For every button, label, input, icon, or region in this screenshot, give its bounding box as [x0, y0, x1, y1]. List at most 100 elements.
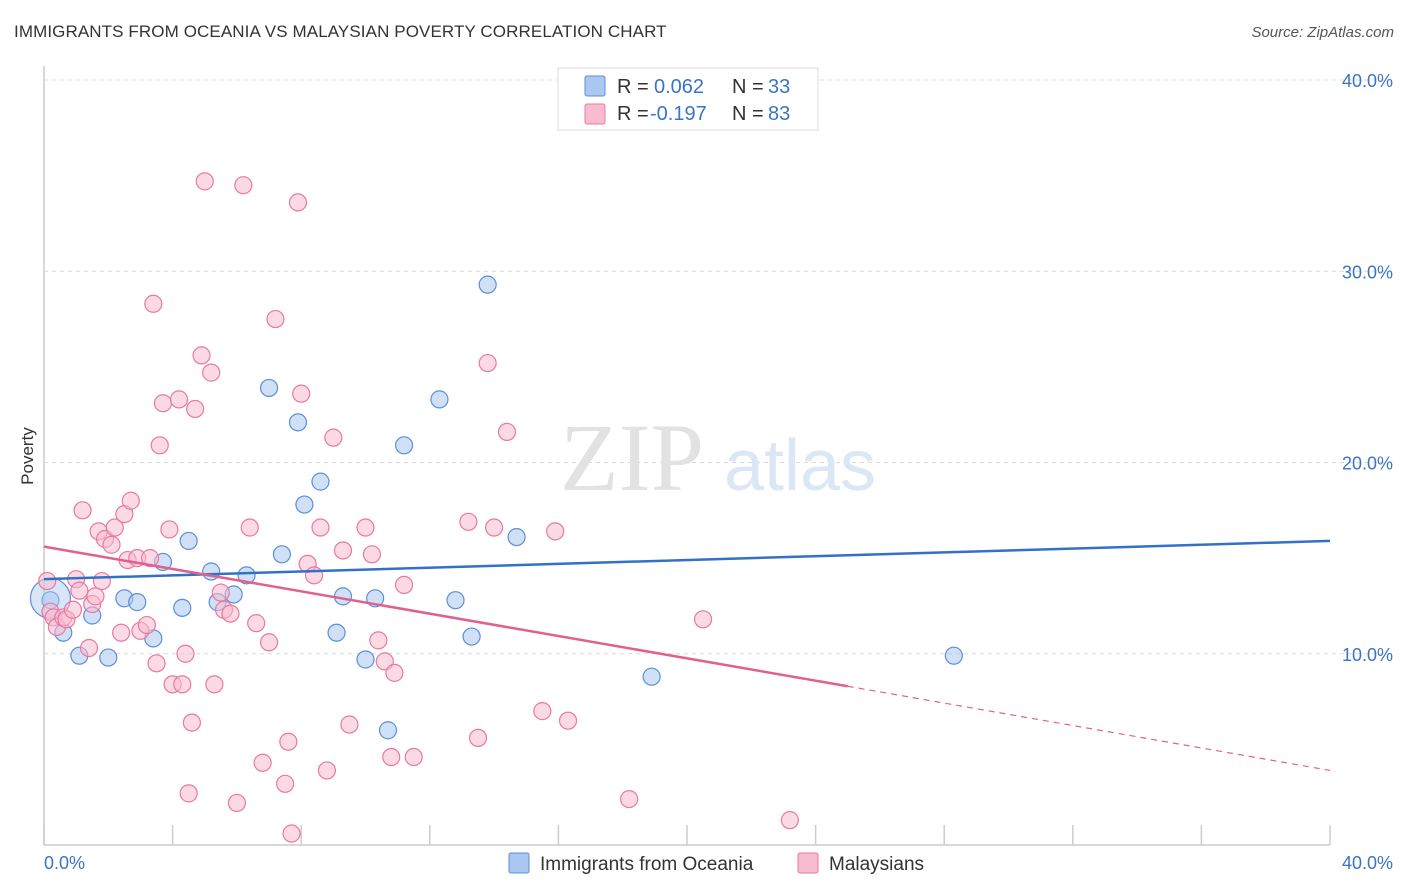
- scatter-point: [385, 663, 404, 682]
- y-tick-label: 40.0%: [1342, 71, 1393, 91]
- scatter-point: [182, 713, 201, 732]
- legend-bottom-label-malaysians: Malaysians: [829, 854, 924, 875]
- scatter-point: [394, 436, 414, 455]
- scatter-point: [179, 784, 198, 803]
- legend-bottom-swatch-malaysians: [797, 852, 819, 874]
- scatter-point: [192, 346, 211, 365]
- legend-series: Immigrants from Oceania Malaysians: [508, 852, 924, 875]
- scatter-point: [237, 566, 256, 585]
- scatter-point: [128, 593, 147, 612]
- scatter-point: [253, 753, 272, 772]
- y-axis-label: Poverty: [18, 427, 37, 485]
- y-tick-labels: 10.0% 20.0% 30.0% 40.0%: [1342, 71, 1393, 665]
- scatter-point: [478, 353, 497, 373]
- legend-r-value-1: 0.062: [654, 76, 704, 98]
- scatter-point: [153, 394, 173, 413]
- scatter-point: [478, 275, 497, 294]
- legend-r-label-2: R =: [617, 103, 649, 125]
- scatter-point: [317, 761, 337, 780]
- scatter-point: [205, 675, 224, 694]
- scatter-point: [276, 774, 295, 793]
- scatter-point: [144, 294, 163, 313]
- chart-title: IMMIGRANTS FROM OCEANIA VS MALAYSIAN POV…: [14, 22, 667, 41]
- scatter-point: [137, 615, 156, 635]
- scatter-point: [462, 627, 481, 646]
- trend-line-extension: [847, 685, 1331, 772]
- scatter-point: [340, 715, 359, 734]
- scatter-point: [150, 436, 169, 455]
- scatter-point: [404, 747, 423, 767]
- scatter-point: [394, 575, 414, 595]
- series-immigrants-from-oceania: [29, 275, 963, 740]
- scatter-point: [86, 587, 105, 606]
- scatter-point: [79, 638, 99, 658]
- scatter-point: [121, 491, 140, 510]
- legend-bottom-swatch-oceania: [508, 852, 530, 874]
- watermark: ZIP atlas: [560, 404, 876, 511]
- scatter-point: [369, 631, 388, 650]
- scatter-point: [259, 378, 279, 398]
- scatter-point: [169, 390, 189, 409]
- scatter-point: [173, 675, 192, 694]
- scatter-point: [446, 591, 465, 610]
- legend-r-value-2: -0.197: [650, 103, 707, 125]
- scatter-point: [292, 384, 311, 403]
- legend-swatch-malaysians: [584, 103, 606, 125]
- scatter-point: [944, 646, 963, 665]
- y-tick-label: 30.0%: [1342, 262, 1393, 282]
- scatter-point: [38, 571, 57, 591]
- scatter-point: [186, 399, 205, 419]
- scatter-point: [430, 390, 449, 409]
- legend-n-label-1: N =: [732, 76, 764, 98]
- legend-n-label-2: N =: [732, 103, 764, 125]
- legend-n-value-2: 83: [768, 103, 790, 125]
- scatter-point: [546, 522, 565, 541]
- series-malaysians: [38, 172, 799, 843]
- trend-line: [43, 539, 1331, 581]
- scatter-point: [102, 535, 121, 554]
- scatter-point: [140, 549, 160, 568]
- scatter-point: [240, 518, 259, 537]
- scatter-point: [459, 512, 478, 531]
- scatter-point: [63, 600, 83, 619]
- scatter-point: [112, 623, 131, 642]
- scatter-point: [160, 520, 179, 539]
- scatter-point: [70, 581, 89, 600]
- scatter-point: [247, 614, 266, 633]
- scatter-point: [179, 531, 198, 551]
- scatter-point: [272, 545, 292, 564]
- scatter-point: [266, 309, 285, 329]
- y-tick-label: 10.0%: [1342, 645, 1393, 665]
- scatter-point: [497, 422, 517, 441]
- scatter-point: [311, 472, 330, 491]
- scatter-point: [324, 428, 343, 447]
- scatter-point: [73, 501, 92, 520]
- scatter-point: [211, 583, 230, 602]
- chart-source: Source: ZipAtlas.com: [1251, 24, 1394, 41]
- scatter-point: [227, 793, 246, 813]
- scatter-point: [295, 495, 314, 514]
- scatter-point: [311, 518, 330, 537]
- scatter-point: [693, 610, 713, 629]
- scatter-point: [507, 527, 526, 547]
- scatter-point: [173, 598, 192, 617]
- scatter-point: [147, 654, 166, 673]
- scatter-point: [282, 824, 301, 843]
- legend-bottom-label-oceania: Immigrants from Oceania: [540, 854, 754, 875]
- scatter-point: [99, 648, 118, 667]
- scatter-point: [105, 518, 124, 537]
- scatter-point: [378, 721, 398, 740]
- watermark-atlas: atlas: [724, 426, 876, 506]
- scatter-point: [356, 518, 375, 537]
- trend-lines: [43, 539, 1331, 772]
- scatter-point: [195, 172, 214, 191]
- scatter-point: [234, 176, 253, 195]
- legend-swatch-oceania: [584, 75, 606, 97]
- trend-line: [43, 545, 848, 688]
- scatter-point: [780, 811, 799, 830]
- scatter-point: [382, 747, 401, 767]
- legend-correlation: R = 0.062 N = 33 R = -0.197 N = 83: [557, 67, 819, 131]
- x-axis-ticks: [43, 825, 1331, 845]
- scatter-point: [176, 644, 195, 663]
